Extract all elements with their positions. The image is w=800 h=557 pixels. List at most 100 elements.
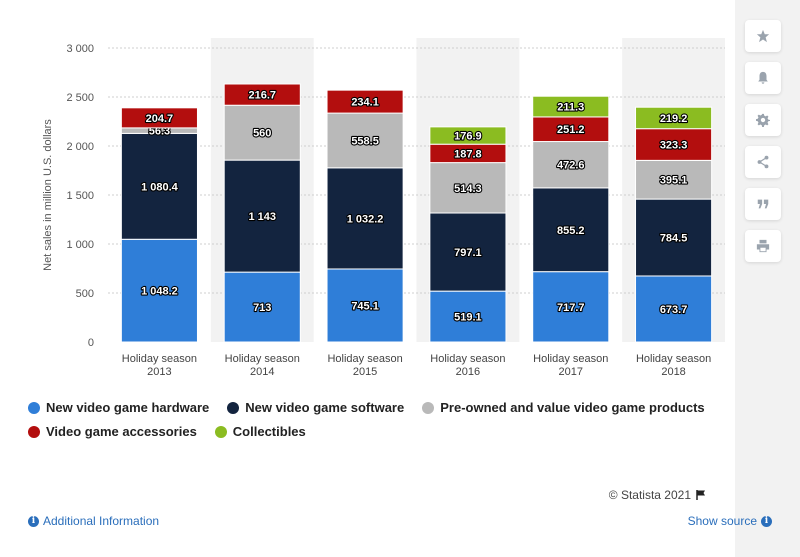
legend-label-collectibles: Collectibles <box>232 424 306 439</box>
credits-text: © Statista 2021 <box>608 488 691 502</box>
data-label: 472.6 <box>557 160 585 172</box>
data-label: 1 048.2 <box>141 286 178 298</box>
x-tick-label: 2016 <box>456 366 480 378</box>
legend-item-software[interactable]: New video game software <box>227 400 404 415</box>
data-label: 717.7 <box>557 302 585 314</box>
bar-segment <box>429 126 507 145</box>
data-label: 784.5 <box>660 233 688 245</box>
bar-segment <box>635 128 713 161</box>
data-label: 216.7 <box>248 90 276 102</box>
data-label: 234.1 <box>351 97 379 109</box>
data-label: 1 143 <box>248 211 276 223</box>
x-tick-label: Holiday season <box>225 353 300 365</box>
y-tick-label: 500 <box>76 288 94 300</box>
bar-segment <box>326 268 404 343</box>
legend-item-hardware[interactable]: New video game hardware <box>28 400 209 415</box>
legend-marker-collectibles <box>214 425 227 438</box>
y-axis-title: Net sales in million U.S. dollars <box>42 119 54 271</box>
legend-row-2: Video game accessories Collectibles <box>28 424 728 439</box>
data-label: 519.1 <box>454 312 482 324</box>
bar-segment <box>120 107 198 129</box>
star-icon[interactable] <box>745 20 781 52</box>
bell-icon[interactable] <box>745 62 781 94</box>
y-tick-label: 3 000 <box>66 43 94 55</box>
data-label: 395.1 <box>660 175 688 187</box>
info-icon: i <box>761 515 772 527</box>
legend-label-software: New video game software <box>245 400 405 415</box>
bar-segment <box>223 271 301 343</box>
info-icon: i <box>28 515 39 527</box>
show-source-label: Show source <box>687 514 757 528</box>
bar-segment <box>429 290 507 343</box>
legend-label-preowned: Pre-owned and value video game products <box>440 400 705 415</box>
quote-icon[interactable] <box>745 188 781 220</box>
bar-segment <box>532 95 610 118</box>
data-label: 1 032.2 <box>347 213 384 225</box>
legend-row-1: New video game hardware New video game s… <box>28 400 728 415</box>
credits[interactable]: © Statista 2021 <box>609 488 707 502</box>
data-label: 204.7 <box>146 113 174 125</box>
legend-item-accessories[interactable]: Video game accessories <box>28 424 197 439</box>
show-source-link[interactable]: Show source i <box>688 514 772 528</box>
data-label: 558.5 <box>351 135 379 147</box>
data-label: 176.9 <box>454 131 482 143</box>
x-tick-label: 2018 <box>661 366 685 378</box>
data-label: 673.7 <box>660 304 688 316</box>
data-label: 251.2 <box>557 124 585 136</box>
chart-card: 0 500 1 000 1 500 2 000 2 500 3 000 Net sales i… <box>0 0 772 557</box>
legend-label-hardware: New video game hardware <box>46 400 210 415</box>
data-label: 219.2 <box>660 113 688 125</box>
bar-segment <box>223 83 301 106</box>
data-label: 514.3 <box>454 183 482 195</box>
bar-segment <box>532 141 610 189</box>
legend-marker-preowned <box>422 401 435 414</box>
legend: New video game hardware New video game s… <box>28 400 728 448</box>
y-tick-label: 2 500 <box>66 92 94 104</box>
gear-icon[interactable] <box>745 104 781 136</box>
data-label: 797.1 <box>454 247 482 259</box>
bar-segment <box>635 106 713 130</box>
bar-segment <box>120 238 198 343</box>
bar-segment <box>120 132 198 240</box>
bar-segment <box>326 167 404 270</box>
x-tick-label: 2017 <box>559 366 583 378</box>
bar-segment <box>223 104 301 161</box>
data-label: 1 080.4 <box>141 181 179 193</box>
data-label: 211.3 <box>557 102 584 114</box>
data-label: 560 <box>253 128 271 140</box>
data-label: 713 <box>253 302 271 314</box>
x-tick-label: Holiday season <box>636 353 711 365</box>
side-toolbar <box>745 20 781 262</box>
data-label: 323.3 <box>660 140 688 152</box>
bar-segment <box>223 159 301 273</box>
x-tick-label: Holiday season <box>430 353 505 365</box>
legend-label-accessories: Video game accessories <box>46 424 197 439</box>
data-label: 855.2 <box>557 225 585 237</box>
additional-info-link[interactable]: i Additional Information <box>28 514 159 528</box>
bar-segment <box>532 271 610 343</box>
x-tick-label: 2015 <box>353 366 377 378</box>
legend-marker-accessories <box>28 425 40 438</box>
y-tick-label: 1 000 <box>66 239 94 251</box>
share-icon[interactable] <box>745 146 781 178</box>
y-tick-label: 0 <box>88 337 94 349</box>
bar-segment <box>532 187 610 273</box>
chart: 0 500 1 000 1 500 2 000 2 500 3 000 Net sales i… <box>42 38 725 378</box>
legend-item-collectibles[interactable]: Collectibles <box>214 424 306 439</box>
additional-info-label: Additional Information <box>43 514 160 528</box>
bar-segment <box>429 162 507 214</box>
data-label: 187.8 <box>454 148 482 160</box>
legend-item-preowned[interactable]: Pre-owned and value video game products <box>422 400 705 415</box>
bar-segment <box>635 198 713 277</box>
y-tick-label: 2 000 <box>66 141 94 153</box>
bar-segment <box>429 212 507 292</box>
x-tick-label: Holiday season <box>327 353 402 365</box>
bar-segment <box>326 89 404 114</box>
x-tick-label: Holiday season <box>122 353 197 365</box>
legend-marker-hardware <box>28 401 40 414</box>
data-label: 745.1 <box>351 300 379 312</box>
x-tick-label: 2014 <box>250 366 274 378</box>
legend-marker-software <box>227 401 240 414</box>
y-tick-label: 1 500 <box>66 190 94 202</box>
print-icon[interactable] <box>745 230 781 262</box>
